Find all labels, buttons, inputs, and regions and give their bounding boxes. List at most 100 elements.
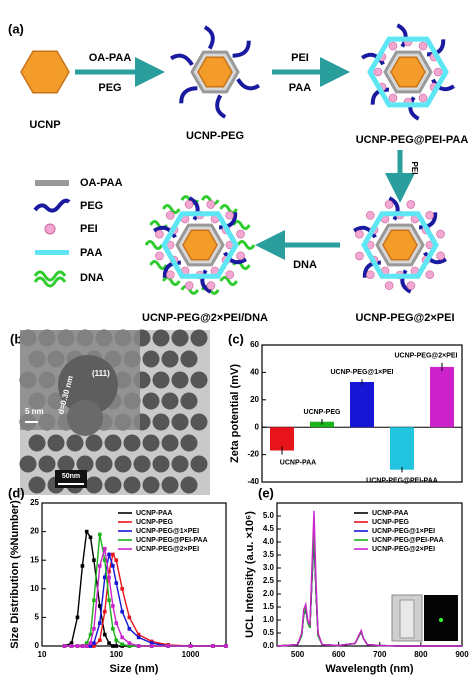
y-tick-label: 40 xyxy=(250,368,259,377)
x-tick-label: 700 xyxy=(373,650,387,659)
pei-bead xyxy=(225,210,234,220)
particle xyxy=(123,476,141,494)
y-axis-label: Size Distribution (%Number) xyxy=(9,500,21,649)
dna xyxy=(219,204,238,215)
y-tick-label: 60 xyxy=(250,340,259,349)
annotation: 5 nm xyxy=(25,407,44,416)
point xyxy=(120,635,124,640)
y-tick-label: 0 xyxy=(255,422,260,431)
point xyxy=(120,609,124,614)
annotation: 50nm xyxy=(62,473,80,480)
y-tick-label: 3.0 xyxy=(263,563,275,572)
pei-bead xyxy=(365,211,375,220)
inset-vial xyxy=(399,599,415,639)
x-tick-label: 100 xyxy=(110,650,124,659)
x-axis-label: Size (nm) xyxy=(110,663,159,675)
point xyxy=(102,575,107,580)
arrow-label: PEI xyxy=(410,162,419,175)
y-tick-label: -40 xyxy=(247,477,259,486)
pei-bead xyxy=(206,281,216,290)
particle xyxy=(161,392,179,410)
particle xyxy=(58,355,118,415)
particle xyxy=(19,455,37,473)
x-tick-label: 500 xyxy=(291,650,305,659)
pei-bead xyxy=(355,229,364,239)
particle xyxy=(161,434,179,452)
peg-chain xyxy=(215,94,227,119)
particle xyxy=(76,455,94,473)
point xyxy=(111,604,115,608)
series-line xyxy=(64,551,226,647)
particle xyxy=(104,434,122,452)
point xyxy=(102,546,107,551)
point xyxy=(107,569,111,574)
panel-label: (c) xyxy=(228,331,244,346)
point xyxy=(69,644,74,648)
peg-chain xyxy=(370,87,389,105)
point xyxy=(107,641,111,645)
y-axis-label: Zeta potential (mV) xyxy=(229,364,241,463)
pei-bead xyxy=(236,229,245,239)
particle xyxy=(190,455,208,473)
particle xyxy=(47,434,65,452)
dna xyxy=(236,240,256,250)
y-tick-label: 4.0 xyxy=(263,537,275,546)
y-tick-label: 4.5 xyxy=(263,524,275,533)
charts: (c) -40 -20 0 20 40 60 Zeta potential (mV) UCNP-… xyxy=(8,331,469,674)
point xyxy=(120,642,124,647)
particle xyxy=(180,434,198,452)
particle xyxy=(66,434,84,452)
particle xyxy=(104,476,122,494)
y-tick-label: 1.0 xyxy=(263,615,275,624)
peg-chain xyxy=(232,40,251,58)
y-tick-label: 0.0 xyxy=(263,641,275,650)
particle xyxy=(142,476,160,494)
point xyxy=(92,627,96,631)
point xyxy=(102,632,107,637)
particle xyxy=(67,400,103,436)
legend-label: UCNP-PEG@2×PEI xyxy=(372,546,435,553)
node-label: UCNP-PEG@2×PEI/DNA xyxy=(142,312,268,324)
legend-label: DNA xyxy=(80,272,104,284)
pei-bead xyxy=(388,41,398,51)
point xyxy=(75,615,80,620)
point xyxy=(88,644,93,648)
point xyxy=(98,532,102,537)
y-tick-label: 0.5 xyxy=(263,628,275,637)
peg-chain xyxy=(427,39,446,57)
particle xyxy=(180,350,198,368)
arrow-label: DNA xyxy=(293,259,317,271)
point xyxy=(136,635,141,640)
pei-bead xyxy=(206,200,216,209)
point xyxy=(88,535,93,540)
node-label: UCNP-PEG@PEI-PAA xyxy=(356,134,469,146)
pei-bead xyxy=(418,41,428,51)
legend-symbol xyxy=(35,250,69,255)
legend-label: UCNP-PEG@2×PEI xyxy=(136,546,199,553)
legend-label: PEI xyxy=(80,223,98,235)
y-tick-label: 1.5 xyxy=(263,602,275,611)
peg-chain xyxy=(162,260,181,278)
point xyxy=(114,558,119,562)
dna xyxy=(144,240,164,250)
peg-chain xyxy=(223,251,247,265)
pei-bead xyxy=(166,270,175,280)
x-tick-label: 900 xyxy=(455,650,469,659)
legend-label: UCNP-PEG@1×PEI xyxy=(372,528,435,535)
panel-a: (a) OA-PAA PEG PEI PAA PEI DNA UCNP UCNP… xyxy=(8,21,468,323)
arrow-label: PEG xyxy=(98,82,121,94)
y-tick-label: 20 xyxy=(30,527,39,536)
particle xyxy=(152,455,170,473)
particle xyxy=(161,350,179,368)
point xyxy=(107,575,111,580)
point xyxy=(98,638,102,643)
point xyxy=(98,564,102,568)
peg-chain xyxy=(361,52,385,66)
particle xyxy=(180,392,198,410)
pei-bead xyxy=(384,281,394,290)
pei-bead xyxy=(388,93,398,103)
particle xyxy=(28,434,46,452)
series-line xyxy=(276,510,462,647)
point xyxy=(92,644,96,648)
point xyxy=(107,552,111,557)
